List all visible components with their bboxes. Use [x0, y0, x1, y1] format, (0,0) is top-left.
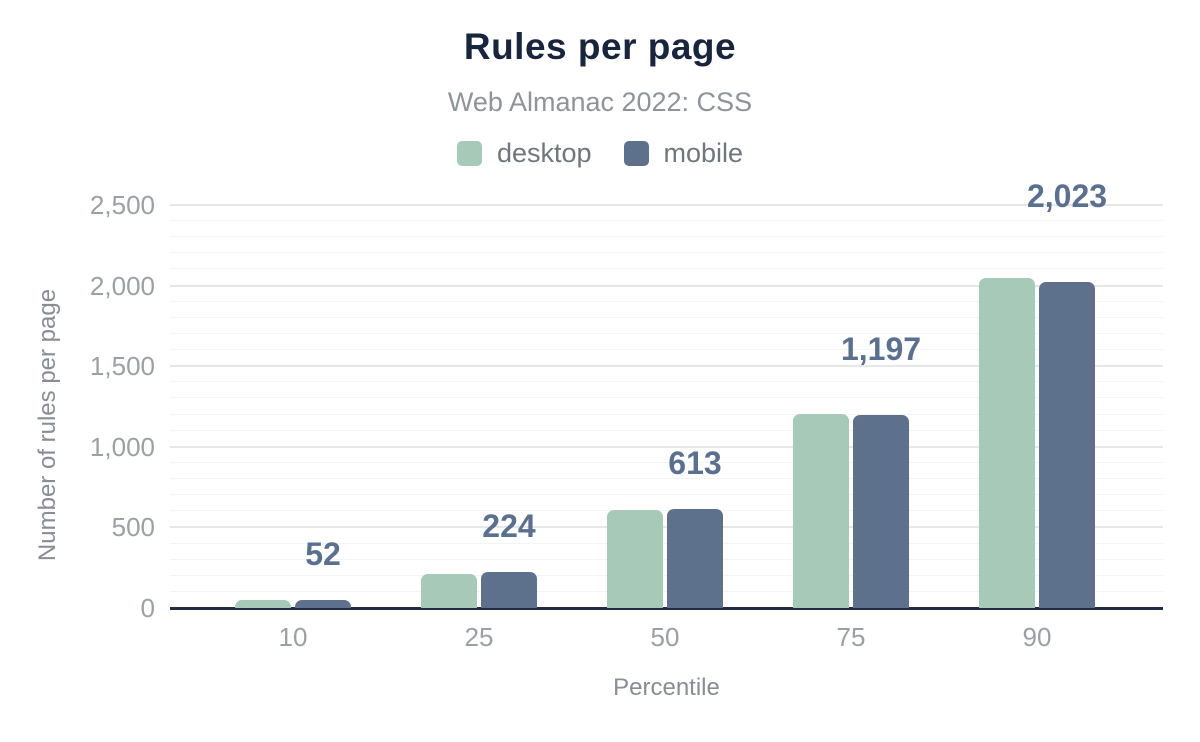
x-tick-label: 90 — [1022, 622, 1052, 652]
minor-gridline — [170, 300, 1163, 302]
minor-gridline — [170, 349, 1163, 351]
x-tick-label: 25 — [464, 622, 494, 652]
y-tick-label: 500 — [111, 512, 155, 543]
minor-gridline — [170, 478, 1163, 480]
bar-desktop[interactable] — [979, 278, 1035, 608]
legend-item-mobile[interactable]: mobile — [623, 138, 744, 169]
minor-gridline — [170, 461, 1163, 463]
legend-item-desktop[interactable]: desktop — [456, 138, 592, 169]
minor-gridline — [170, 558, 1163, 560]
y-tick-label: 1,000 — [89, 431, 155, 462]
legend-swatch-mobile — [623, 141, 649, 166]
minor-gridline — [170, 252, 1163, 254]
y-tick-label: 0 — [140, 593, 155, 623]
legend-label-mobile: mobile — [663, 138, 744, 168]
y-tick-label: 2,000 — [89, 270, 155, 301]
data-label: 613 — [668, 445, 722, 482]
minor-gridline — [170, 268, 1163, 270]
x-tick-label: 75 — [836, 622, 866, 652]
bar-desktop[interactable] — [235, 600, 291, 608]
data-label: 224 — [482, 507, 536, 544]
plot-area: 0 500 1,000 1,500 2,000 2,500 52 10 224 25 613 50 1,… — [90, 180, 1163, 652]
minor-gridline — [170, 381, 1163, 383]
bar-mobile[interactable] — [295, 599, 351, 608]
minor-gridline — [170, 429, 1163, 431]
minor-gridline — [170, 397, 1163, 399]
bar-mobile[interactable] — [481, 571, 537, 608]
legend-label-desktop: desktop — [496, 138, 592, 168]
x-axis-title: Percentile — [613, 674, 720, 701]
minor-gridline — [170, 220, 1163, 222]
data-label: 1,197 — [840, 331, 922, 368]
minor-gridline — [170, 542, 1163, 544]
major-gridline — [170, 445, 1163, 448]
bar-mobile[interactable] — [667, 509, 723, 608]
major-gridline — [170, 204, 1163, 206]
minor-gridline — [170, 332, 1163, 334]
minor-gridline — [170, 494, 1163, 496]
major-gridline — [170, 526, 1163, 529]
minor-gridline — [170, 574, 1163, 576]
data-label: 52 — [305, 535, 341, 572]
minor-gridline — [170, 316, 1163, 318]
chart-subtitle: Web Almanac 2022: CSS — [447, 87, 753, 117]
bar-mobile[interactable] — [853, 415, 909, 608]
data-label: 2,023 — [1026, 177, 1108, 214]
minor-gridline — [170, 510, 1163, 512]
x-tick-label: 50 — [650, 622, 680, 652]
major-gridline — [170, 365, 1163, 368]
legend: desktop mobile — [0, 138, 1200, 169]
x-tick-label: 10 — [278, 622, 308, 652]
minor-gridline — [170, 590, 1163, 592]
bar-desktop[interactable] — [421, 573, 477, 608]
legend-swatch-desktop — [456, 141, 482, 166]
y-tick-label: 1,500 — [89, 351, 155, 382]
major-gridline — [170, 284, 1163, 287]
bar-mobile[interactable] — [1039, 281, 1095, 608]
chart-title: Rules per page — [463, 26, 737, 67]
y-tick-label: 2,500 — [89, 190, 155, 220]
bar-desktop[interactable] — [607, 509, 663, 608]
minor-gridline — [170, 413, 1163, 415]
minor-gridline — [170, 236, 1163, 238]
x-axis-baseline — [170, 607, 1163, 610]
bar-desktop[interactable] — [793, 414, 849, 608]
